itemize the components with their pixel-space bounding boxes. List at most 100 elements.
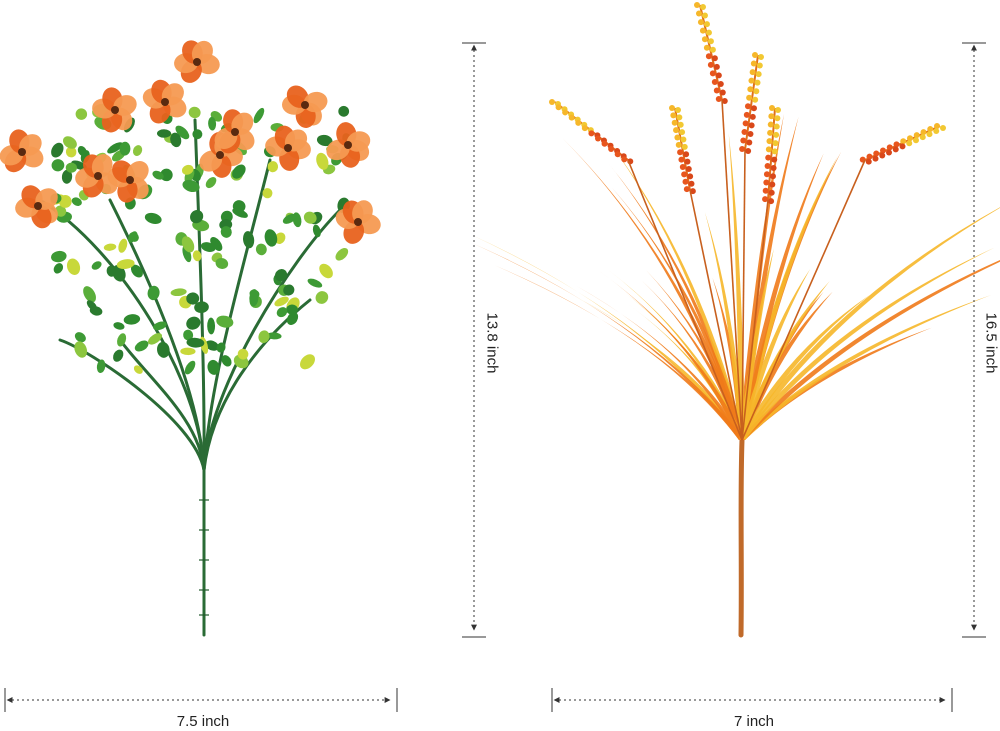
- leaf: [286, 312, 299, 325]
- leaf: [160, 168, 173, 182]
- flower-spike: [739, 52, 764, 441]
- leaf: [181, 164, 194, 175]
- leaf: [116, 259, 135, 270]
- flower: [92, 87, 137, 133]
- leaf: [75, 108, 88, 120]
- leaf: [107, 142, 123, 154]
- leaf: [113, 322, 125, 330]
- leaf: [262, 188, 273, 199]
- left-width-label: 7.5 inch: [176, 713, 230, 730]
- leaf: [91, 261, 102, 270]
- leaf: [112, 264, 126, 282]
- leaf: [65, 162, 77, 173]
- leaf: [51, 159, 65, 172]
- leaf: [156, 129, 172, 138]
- leaf: [266, 332, 282, 340]
- right-plant-grass-blades: [471, 113, 1000, 441]
- leaf: [96, 359, 106, 373]
- leaf: [192, 250, 202, 262]
- leaf: [119, 141, 131, 156]
- leaf: [144, 212, 162, 224]
- leaf: [106, 265, 116, 277]
- flower: [282, 85, 328, 128]
- leaf: [61, 169, 73, 184]
- leaf: [264, 229, 278, 247]
- leaf: [66, 258, 81, 275]
- leaf: [134, 340, 149, 352]
- leaf: [71, 197, 82, 206]
- right-height-dimension: [962, 42, 986, 638]
- leaf: [184, 360, 196, 375]
- flower-spike: [741, 105, 781, 441]
- flower: [15, 185, 58, 229]
- grass-blade: [728, 133, 745, 440]
- leaf: [152, 170, 164, 180]
- leaf: [153, 321, 167, 331]
- leaf: [118, 238, 128, 253]
- leaf: [208, 116, 217, 131]
- leaf: [338, 105, 350, 117]
- leaf: [307, 278, 323, 288]
- left-plant-stem-joints: [199, 499, 209, 616]
- flower-spike: [694, 2, 743, 441]
- leaf: [147, 285, 160, 301]
- leaf: [186, 337, 205, 348]
- leaf: [170, 132, 182, 148]
- right-width-dimension: [551, 688, 953, 712]
- right-height-label: 16.5 inch: [982, 312, 1000, 374]
- flower: [214, 109, 255, 154]
- leaf: [267, 161, 279, 173]
- grass-blade: [704, 212, 745, 440]
- flower-spike: [741, 123, 946, 441]
- leaf: [312, 224, 321, 238]
- leaf: [175, 125, 190, 140]
- leaf: [205, 340, 219, 351]
- leaf: [215, 257, 229, 269]
- leaf: [274, 296, 289, 307]
- leaf: [183, 329, 194, 341]
- leaf: [83, 286, 96, 303]
- leaf: [216, 342, 226, 353]
- right-width-label: 7 inch: [733, 713, 775, 730]
- leaf: [286, 304, 298, 315]
- leaf: [283, 284, 295, 296]
- left-height-label: 13.8 inch: [483, 312, 501, 374]
- flower: [142, 79, 187, 124]
- flower-spike: [549, 99, 743, 441]
- flower: [265, 125, 311, 171]
- leaf: [316, 152, 329, 170]
- leaf: [319, 263, 333, 279]
- leaf: [103, 243, 117, 251]
- leaf: [210, 237, 223, 252]
- leaf: [232, 164, 246, 179]
- flower-spike: [669, 105, 743, 441]
- leaf: [51, 250, 67, 263]
- leaf: [216, 315, 234, 328]
- leaf: [237, 348, 249, 360]
- leaf: [316, 134, 333, 147]
- left-height-dimension: [462, 42, 486, 638]
- leaf: [188, 106, 201, 119]
- leaf: [130, 264, 143, 278]
- leaf: [62, 136, 77, 149]
- leaf: [276, 307, 288, 318]
- left-plant: [0, 40, 381, 637]
- leaf: [194, 301, 209, 314]
- leaf: [181, 236, 195, 253]
- leaf: [190, 209, 204, 224]
- leaf: [207, 317, 216, 335]
- leaf: [335, 247, 349, 261]
- leaf: [274, 269, 288, 282]
- leaf: [192, 129, 203, 140]
- leaf: [243, 231, 255, 249]
- flower: [335, 200, 381, 244]
- right-plant-stem: [738, 437, 745, 638]
- leaf: [77, 146, 87, 157]
- leaf: [117, 333, 127, 347]
- leaf: [186, 292, 200, 305]
- leaf: [180, 347, 196, 356]
- leaf: [132, 145, 143, 156]
- leaf: [303, 211, 317, 224]
- grass-blade: [739, 281, 830, 440]
